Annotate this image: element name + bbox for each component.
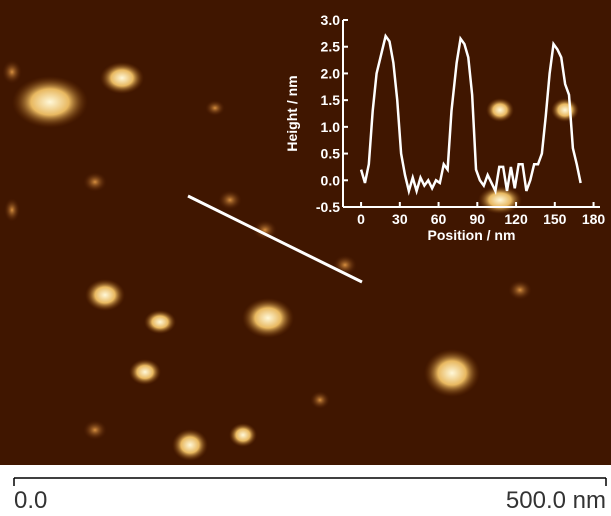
scale-start: 0.0 [14, 487, 47, 514]
y-tick-label: 0.0 [321, 172, 341, 188]
y-tick-label: 2.5 [321, 39, 341, 55]
x-tick-label: 30 [392, 211, 408, 227]
x-tick-label: 0 [357, 211, 365, 227]
profile-line [187, 194, 363, 284]
y-axis-label: Height / nm [284, 75, 300, 151]
y-tick-label: 1.5 [321, 92, 341, 108]
x-tick-label: 60 [431, 211, 447, 227]
scale-bar: 0.0 500.0 nm [13, 477, 607, 514]
x-tick-label: 150 [543, 211, 567, 227]
afm-features [2, 60, 579, 461]
y-tick-label: -0.5 [316, 199, 340, 215]
scale-end: 500.0 nm [506, 487, 606, 514]
y-tick-label: 3.0 [321, 12, 341, 28]
profile-line-series [359, 33, 582, 196]
x-tick-label: 120 [504, 211, 528, 227]
x-tick-label: 180 [582, 211, 606, 227]
x-axis-label: Position / nm [428, 227, 516, 243]
afm-image [0, 0, 611, 465]
y-tick-label: 2.0 [321, 65, 341, 81]
inset-chart: -0.5 0.0 0.5 1.0 1.5 2.0 2.5 3.0 0 30 60 90 120 150 18… [284, 12, 605, 243]
x-tick-label: 90 [470, 211, 486, 227]
y-tick-label: 1.0 [321, 119, 341, 135]
y-tick-label: 0.5 [321, 146, 341, 162]
